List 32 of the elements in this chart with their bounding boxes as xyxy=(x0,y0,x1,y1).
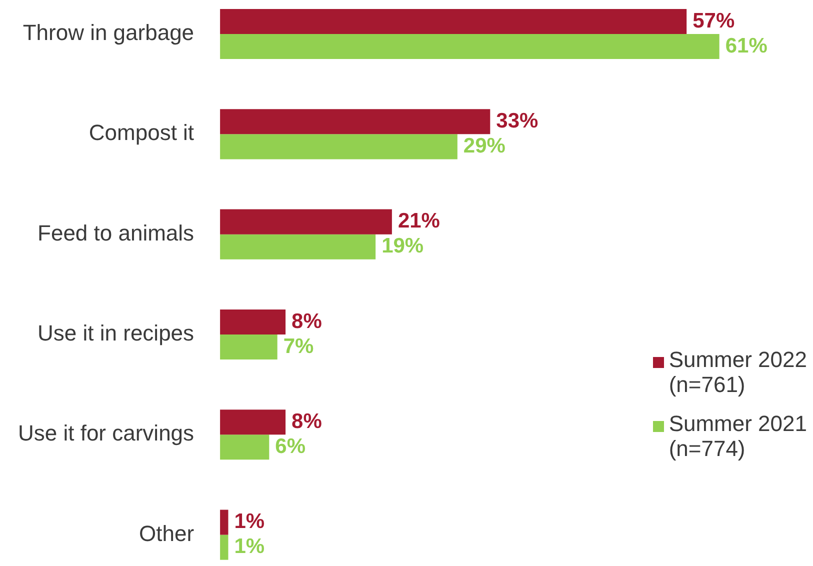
data-label: 7% xyxy=(283,334,314,358)
y-tick-label: Feed to animals xyxy=(38,220,194,246)
legend-label: Summer 2021 (n=774) xyxy=(668,411,807,461)
bar xyxy=(220,434,270,460)
y-tick-label: Use it for carvings xyxy=(18,420,194,446)
data-label: 19% xyxy=(382,234,424,258)
bar xyxy=(220,534,228,560)
bar xyxy=(220,209,392,234)
data-label: 1% xyxy=(234,535,265,558)
data-label: 21% xyxy=(398,210,440,233)
bar xyxy=(220,334,278,360)
data-label: 61% xyxy=(725,34,768,58)
data-label: 8% xyxy=(292,310,322,333)
bar xyxy=(220,234,376,260)
y-tick-label: Other xyxy=(139,520,194,546)
bar xyxy=(220,134,458,160)
bar xyxy=(220,410,286,435)
y-tick-label: Throw in garbage xyxy=(22,20,194,46)
data-label: 8% xyxy=(292,410,322,433)
data-label: 29% xyxy=(463,134,506,158)
data-label: 1% xyxy=(234,510,265,534)
bar xyxy=(220,510,228,535)
data-label: 57% xyxy=(692,9,735,32)
y-tick-label: Compost it xyxy=(88,120,194,146)
legend-label: Summer 2022 (n=761) xyxy=(668,347,807,397)
data-label: 6% xyxy=(275,434,306,458)
y-tick-label: Use it in recipes xyxy=(38,320,194,346)
bar xyxy=(220,8,687,34)
data-label: 33% xyxy=(496,109,539,132)
bar xyxy=(220,309,286,334)
bar xyxy=(220,109,490,134)
bar xyxy=(220,34,720,60)
